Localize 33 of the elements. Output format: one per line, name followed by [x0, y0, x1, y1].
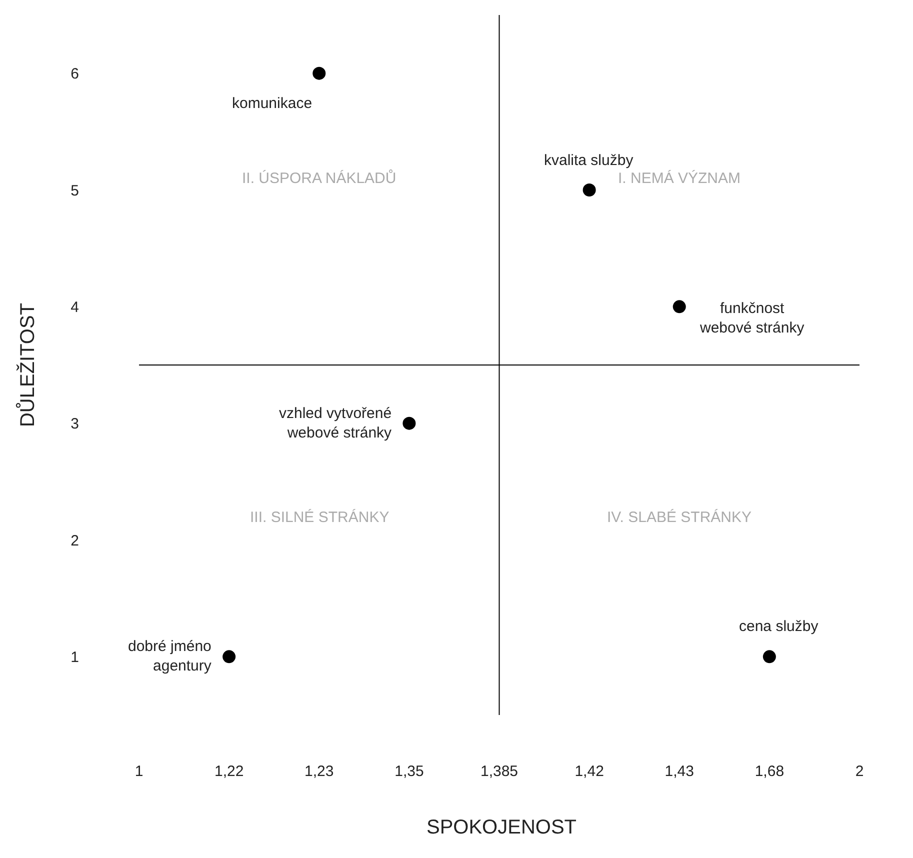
y-tick-label: 1 — [70, 648, 79, 666]
annotation: komunikace — [232, 95, 312, 112]
annotation: funkčnost webové stránky — [699, 300, 805, 336]
y-axis-title: DŮLEŽITOST — [15, 302, 40, 428]
point — [222, 650, 236, 664]
annotation: I. NEMÁ VÝZNAM — [618, 169, 741, 187]
point — [312, 66, 326, 80]
y-tick-label: 4 — [70, 298, 79, 316]
annotation: cena služby — [739, 618, 819, 635]
y-tick-label: 6 — [70, 66, 79, 83]
point — [672, 300, 686, 314]
x-tick-label: 1,385 — [480, 763, 518, 780]
annotation: vzhled vytvořené webové stránky — [279, 405, 392, 442]
annotation: kvalita služby — [544, 152, 634, 169]
x-tick-label: 1,35 — [394, 763, 424, 780]
annotation: dobré jméno agentury — [128, 638, 212, 674]
x-tick-label: 1,22 — [214, 763, 244, 780]
x-axis-title: SPOKOJENOST — [426, 816, 577, 838]
point — [762, 650, 776, 664]
x-tick-label: 1,42 — [574, 763, 604, 780]
y-tick-label: 5 — [70, 182, 79, 200]
x-tick-label: 2 — [855, 763, 864, 780]
x-tick-label: 1,23 — [304, 763, 334, 780]
annotation: III. SILNÉ STRÁNKY — [250, 508, 390, 526]
point — [582, 184, 596, 196]
y-tick-label: 3 — [70, 416, 79, 433]
point — [402, 416, 416, 430]
y-tick-label: 2 — [70, 532, 79, 550]
x-tick-label: 1,43 — [664, 763, 694, 780]
annotation: II. ÚSPORA NÁKLADŮ — [242, 169, 396, 187]
annotation: IV. SLABÉ STRÁNKY — [607, 508, 752, 526]
x-tick-label: 1 — [134, 763, 144, 780]
x-tick-label: 1,68 — [754, 763, 784, 780]
